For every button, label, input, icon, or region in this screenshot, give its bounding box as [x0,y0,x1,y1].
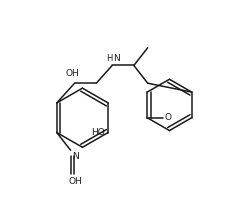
Text: N: N [113,54,120,62]
Text: O: O [165,113,172,122]
Text: H: H [106,54,112,62]
Text: HO: HO [91,128,105,137]
Text: OH: OH [69,177,82,186]
Text: N: N [73,152,79,161]
Text: OH: OH [66,69,80,78]
